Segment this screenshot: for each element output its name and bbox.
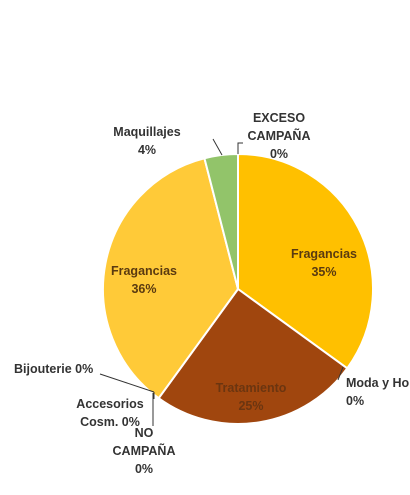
data-label-line: 35% — [311, 265, 336, 279]
leader-lines — [99, 138, 344, 426]
data-label-line: Accesorios — [76, 397, 143, 411]
data-label-line: Tratamiento — [216, 381, 287, 395]
data-label-line: EXCESO — [253, 111, 305, 125]
leader-line — [99, 373, 155, 393]
data-label-line: Fragancias — [291, 247, 357, 261]
leader-line — [237, 142, 243, 154]
data-label: Accesorios Cosm. 0% — [76, 397, 143, 429]
pie-slices — [102, 152, 374, 425]
data-label-line: CAMPAÑA — [248, 128, 311, 143]
data-label: EXCESO CAMPAÑA 0% — [248, 111, 311, 161]
data-label-line: Moda y Ho — [346, 376, 410, 390]
leader-line — [212, 138, 223, 156]
data-label: Moda y Ho 0% — [346, 376, 410, 408]
data-label-line: Bijouterie 0% — [14, 362, 93, 376]
data-label-line: 0% — [135, 462, 153, 476]
data-label: Fragancias 36% — [111, 264, 177, 296]
data-label-line: 4% — [138, 143, 156, 157]
data-label: Bijouterie 0% — [14, 362, 93, 376]
data-label-line: NO — [135, 426, 154, 440]
data-label-line: CAMPAÑA — [113, 443, 176, 458]
data-label-line: Maquillajes — [113, 125, 180, 139]
data-label: Tratamiento 25% — [216, 381, 287, 413]
data-label: NO CAMPAÑA 0% — [113, 426, 176, 476]
leader-line — [337, 366, 344, 381]
data-label-line: 36% — [131, 282, 156, 296]
pie-slice-fragancias — [237, 152, 374, 370]
data-labels: Fragancias 35% Moda y Ho 0% Tratamiento 25% NO… — [14, 111, 410, 476]
data-label-line: 25% — [238, 399, 263, 413]
data-label-line: Cosm. 0% — [80, 415, 140, 429]
data-label: Maquillajes 4% — [113, 125, 180, 157]
data-label-line: 0% — [346, 394, 364, 408]
pie-slice-fragancias — [102, 157, 240, 400]
data-label-line: Fragancias — [111, 264, 177, 278]
data-label-line: 0% — [270, 147, 288, 161]
data-label: Fragancias 35% — [291, 247, 357, 279]
pie-slice-tratamiento — [157, 287, 349, 425]
